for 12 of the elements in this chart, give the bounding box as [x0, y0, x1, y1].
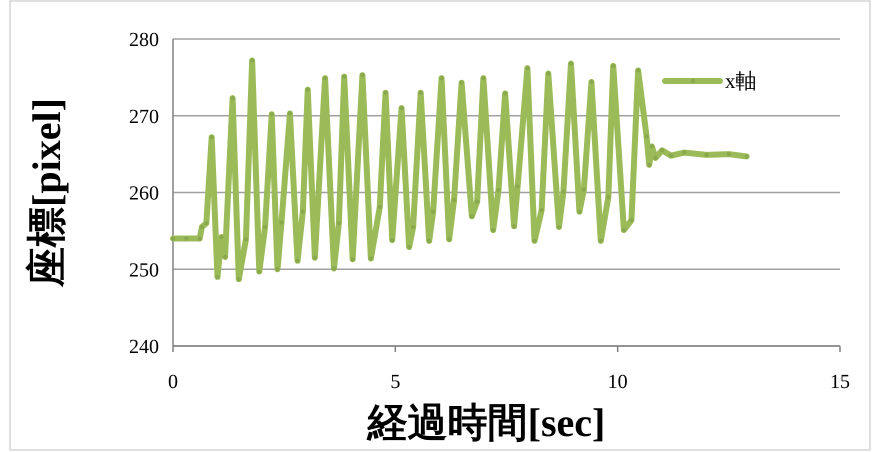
y-tick-label: 260: [129, 182, 159, 204]
y-tick-label: 240: [129, 336, 159, 358]
y-tick-label: 280: [129, 29, 159, 51]
x-tick-label: 10: [608, 371, 628, 393]
x-tick-label: 0: [168, 371, 178, 393]
x-axis-title: 経過時間[sec]: [366, 400, 606, 445]
y-axis-title: 座標[pixel]: [24, 98, 69, 288]
y-tick-label: 250: [129, 259, 159, 282]
x-tick-label: 15: [830, 371, 850, 393]
x-tick-label: 5: [390, 371, 400, 393]
y-tick-label: 270: [129, 106, 159, 128]
legend-label: x軸: [725, 69, 756, 93]
